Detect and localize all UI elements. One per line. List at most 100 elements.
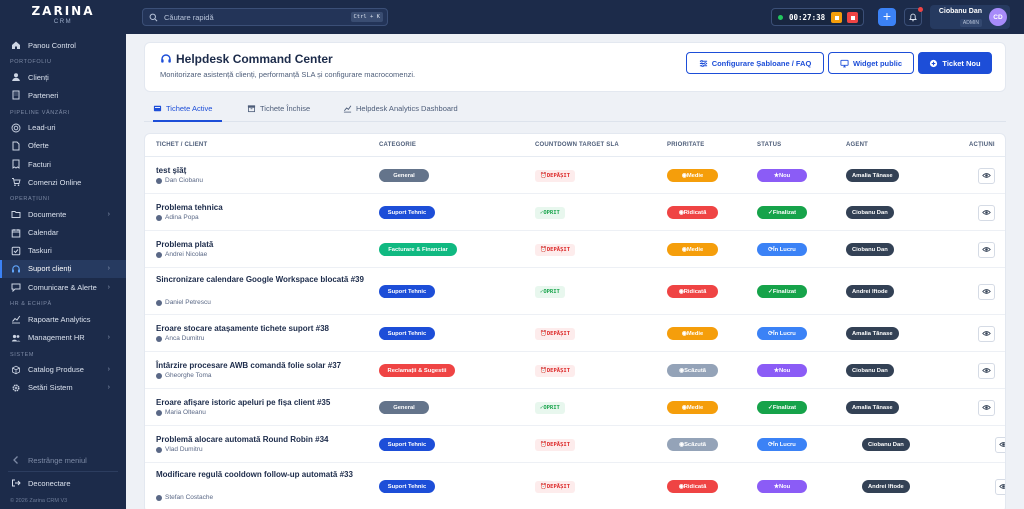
sidebar-item-label: Clienți xyxy=(28,72,49,82)
user-menu[interactable]: Ciobanu Dan ADMIN CD xyxy=(930,5,1010,29)
timer-value: 00:27:38 xyxy=(789,12,826,22)
view-ticket-button[interactable] xyxy=(978,241,995,259)
view-ticket-button[interactable] xyxy=(978,362,995,380)
priority-badge: ◉ Medie xyxy=(667,243,718,256)
view-ticket-button[interactable] xyxy=(978,399,995,416)
timer-stop-button[interactable] xyxy=(847,12,858,23)
logo[interactable]: ZARINA CRM xyxy=(0,0,126,34)
sidebar-item-target[interactable]: Lead-uri xyxy=(0,119,126,137)
priority-icon: ◉ xyxy=(681,246,687,253)
sidebar-item-folder[interactable]: Documente › xyxy=(0,205,126,223)
view-ticket-button[interactable] xyxy=(978,167,995,184)
view-ticket-button[interactable] xyxy=(978,204,995,221)
client-name: Daniel Petrescu xyxy=(165,299,211,306)
new-ticket-button[interactable]: Ticket Nou xyxy=(918,52,992,74)
chart-icon xyxy=(343,105,352,113)
sidebar-item-label: Setări Sistem xyxy=(28,383,73,393)
sidebar-item-users[interactable]: Management HR › xyxy=(0,328,126,346)
view-ticket-button[interactable] xyxy=(978,283,995,300)
col-sla: COUNTDOWN TARGET SLA xyxy=(535,142,619,148)
cart-icon xyxy=(10,176,22,188)
sla-label: DEPĂȘIT xyxy=(546,367,571,374)
agent-badge: Amalia Tănase xyxy=(846,327,899,340)
new-ticket-label: Ticket Nou xyxy=(942,58,981,68)
status-badge: ✓ Finalizat xyxy=(757,206,807,219)
tab-analytics[interactable]: Helpdesk Analytics Dashboard xyxy=(343,104,458,122)
collapse-menu-button[interactable]: Restrânge meniul xyxy=(0,449,126,471)
sidebar-item-chart[interactable]: Rapoarte Analytics xyxy=(0,310,126,328)
logout-button[interactable]: Deconectare xyxy=(0,472,126,494)
sidebar-item-check[interactable]: Taskuri xyxy=(0,242,126,260)
page-header: Helpdesk Command Center Monitorizare asi… xyxy=(144,42,1006,92)
category-badge: Suport Tehnic xyxy=(379,438,435,451)
ticket-title[interactable]: Eroare afișare istoric apeluri pe fișa c… xyxy=(156,398,331,407)
logout-label: Deconectare xyxy=(28,478,71,488)
ticket-title[interactable]: Eroare stocare atașamente tichete suport… xyxy=(156,324,329,333)
sidebar-item-cart[interactable]: Comenzi Online xyxy=(0,173,126,191)
page-title: Helpdesk Command Center xyxy=(176,52,333,66)
configure-templates-button[interactable]: Configurare Șabloane / FAQ xyxy=(686,52,824,74)
ticket-client: Stefan Costache xyxy=(156,494,213,501)
search-input[interactable]: Căutare rapidă Ctrl + K xyxy=(142,8,388,26)
sidebar-item-gear[interactable]: Setări Sistem › xyxy=(0,379,126,397)
eye-icon xyxy=(982,241,991,259)
eye-icon xyxy=(982,362,991,380)
client-name: Andrei Nicolae xyxy=(165,251,208,258)
view-ticket-button[interactable] xyxy=(995,478,1005,495)
alarm-icon: ⏰ xyxy=(540,367,547,374)
chevron-left-icon xyxy=(10,454,22,466)
ticket-title[interactable]: Sincronizare calendare Google Workspace … xyxy=(156,275,364,284)
gear-icon xyxy=(10,382,22,394)
sidebar-item-label: Calendar xyxy=(28,228,59,238)
status-icon: ⟳ xyxy=(768,246,773,253)
sidebar-item-home[interactable]: Panou Control xyxy=(0,36,126,54)
ticket-client: Andrei Nicolae xyxy=(156,251,207,258)
target-icon xyxy=(10,122,22,134)
sidebar-item-headset[interactable]: Suport clienți › xyxy=(0,259,126,279)
public-widget-button[interactable]: Widget public xyxy=(828,52,914,74)
ticket-title[interactable]: Întârzire procesare AWB comandă folie so… xyxy=(156,361,342,370)
sidebar-nav: Panou Control PORTOFOLIU Clienți Parteneri P… xyxy=(0,34,126,397)
status-badge: ★ Nou xyxy=(757,169,807,182)
sidebar-item-box[interactable]: Catalog Produse › xyxy=(0,361,126,379)
view-ticket-button[interactable] xyxy=(995,436,1005,453)
ticket-title[interactable]: Modificare regulă cooldown follow-up aut… xyxy=(156,470,353,479)
status-label: Finalizat xyxy=(772,404,797,411)
sidebar-item-label: Catalog Produse xyxy=(28,365,84,375)
tab-closed-label: Tichete Închise xyxy=(260,104,311,113)
priority-icon: ◉ xyxy=(678,288,684,295)
sidebar-item-file[interactable]: Oferte xyxy=(0,137,126,155)
priority-badge: ◉ Scăzută xyxy=(667,364,718,377)
quick-add-button[interactable]: + xyxy=(878,8,896,26)
notifications-button[interactable] xyxy=(904,7,923,26)
chevron-right-icon: › xyxy=(107,210,110,218)
sidebar-item-user[interactable]: Clienți xyxy=(0,68,126,86)
sla-countdown: ⏰ DEPĂȘIT xyxy=(535,438,576,451)
priority-icon: ◉ xyxy=(678,483,684,490)
ticket-title[interactable]: test șîăț xyxy=(156,166,187,175)
timer-pause-button[interactable] xyxy=(831,12,842,23)
user-role-badge: ADMIN xyxy=(959,19,982,27)
table-header: TICHET / CLIENT CATEGORIE COUNTDOWN TARG… xyxy=(145,134,1005,157)
divider xyxy=(8,471,118,472)
table-row: Eroare stocare atașamente tichete suport… xyxy=(145,315,1005,352)
page-subtitle: Monitorizare asistență clienți, performa… xyxy=(160,70,416,79)
ticket-tabs: Tichete Active Tichete Închise Helpdesk … xyxy=(144,100,1006,122)
priority-badge: ◉ Ridicată xyxy=(667,206,718,219)
ticket-title[interactable]: Problema tehnica xyxy=(156,203,223,212)
folder-icon xyxy=(10,208,22,220)
sidebar-item-building[interactable]: Parteneri xyxy=(0,86,126,104)
sidebar-item-label: Comunicare & Alerte xyxy=(28,282,97,292)
sidebar-item-chat[interactable]: Comunicare & Alerte › xyxy=(0,278,126,296)
category-badge: General xyxy=(379,401,429,414)
sidebar-item-label: Rapoarte Analytics xyxy=(28,314,91,324)
tab-closed-tickets[interactable]: Tichete Închise xyxy=(247,104,310,122)
ticket-title[interactable]: Problema plată xyxy=(156,240,214,249)
sidebar-item-calendar[interactable]: Calendar xyxy=(0,224,126,242)
sidebar-item-receipt[interactable]: Facturi xyxy=(0,155,126,173)
ticket-title[interactable]: Problemă alocare automată Round Robin #3… xyxy=(156,435,329,444)
view-ticket-button[interactable] xyxy=(978,325,995,342)
users-icon xyxy=(10,332,22,344)
tab-active-tickets[interactable]: Tichete Active xyxy=(153,104,223,122)
home-icon xyxy=(10,39,22,51)
